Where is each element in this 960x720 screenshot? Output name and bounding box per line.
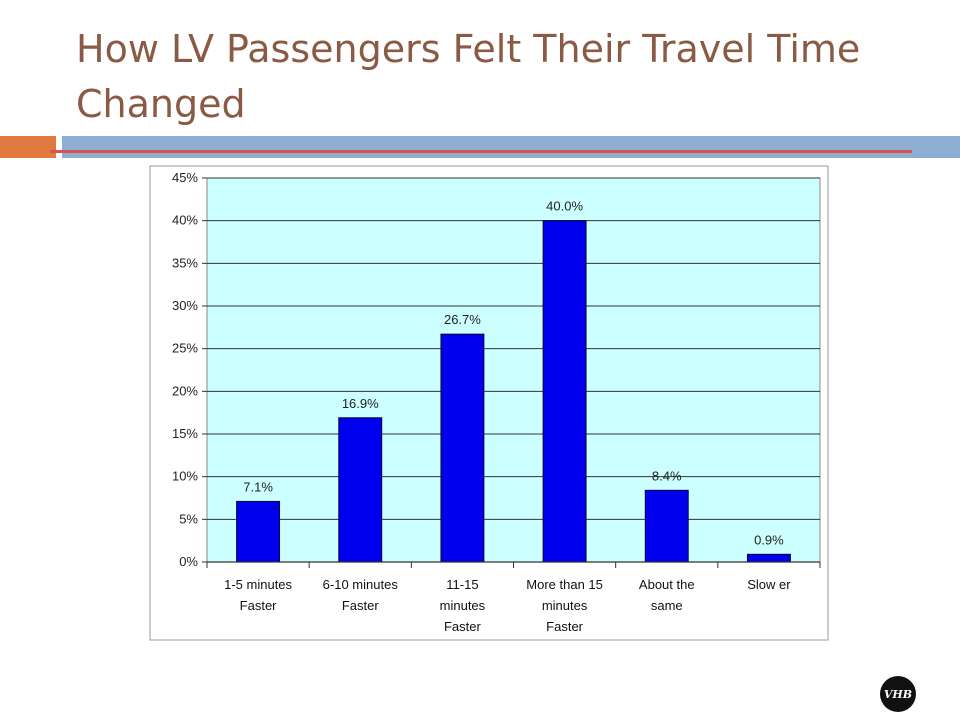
y-tick-label: 10% bbox=[172, 469, 198, 484]
red-divider-line bbox=[50, 150, 912, 153]
category-label-line: same bbox=[651, 598, 683, 613]
orange-accent-block bbox=[0, 136, 56, 158]
data-label: 16.9% bbox=[342, 396, 379, 411]
bar bbox=[440, 333, 485, 563]
category-label-line: Faster bbox=[240, 598, 278, 613]
data-label: 0.9% bbox=[754, 532, 784, 547]
bar bbox=[236, 500, 281, 563]
y-tick-label: 40% bbox=[172, 213, 198, 228]
bar bbox=[644, 489, 689, 563]
category-label-line: Slow er bbox=[747, 577, 791, 592]
category-label: 1-5 minutes Faster bbox=[224, 577, 292, 613]
data-label: 26.7% bbox=[444, 312, 481, 327]
category-label-line: Faster bbox=[546, 619, 584, 634]
y-tick-label: 25% bbox=[172, 341, 198, 356]
y-tick-label: 15% bbox=[172, 426, 198, 441]
y-tick-label: 35% bbox=[172, 255, 198, 270]
data-label: 8.4% bbox=[652, 468, 682, 483]
data-labels: 7.1% 16.9% 26.7% 40.0% 8.4% 0.9% bbox=[243, 199, 784, 548]
data-label: 7.1% bbox=[243, 479, 273, 494]
bars bbox=[236, 220, 791, 563]
y-tick-label: 5% bbox=[179, 511, 198, 526]
category-label: 6-10 minutes Faster bbox=[323, 577, 399, 613]
category-label: About the same bbox=[639, 577, 695, 613]
category-label-line: 11-15 bbox=[446, 577, 478, 592]
category-label-line: minutes bbox=[440, 598, 486, 613]
data-label: 40.0% bbox=[546, 199, 583, 214]
category-label-line: Faster bbox=[342, 598, 380, 613]
bar bbox=[542, 220, 587, 563]
y-tick-label: 0% bbox=[179, 554, 198, 569]
bar bbox=[746, 553, 791, 563]
category-label-line: About the bbox=[639, 577, 695, 592]
category-label-line: Faster bbox=[444, 619, 482, 634]
bar bbox=[338, 417, 383, 563]
category-label-line: 6-10 minutes bbox=[323, 577, 399, 592]
vhb-logo: VHB bbox=[880, 676, 916, 712]
y-tick-label: 45% bbox=[172, 170, 198, 185]
category-label-line: minutes bbox=[542, 598, 588, 613]
category-label-line: More than 15 bbox=[526, 577, 603, 592]
plot-area bbox=[206, 177, 821, 563]
category-label: More than 15 minutes Faster bbox=[526, 577, 603, 634]
category-label: 11-15 minutes Faster bbox=[440, 577, 486, 634]
category-label-line: 1-5 minutes bbox=[224, 577, 292, 592]
slide-title: How LV Passengers Felt Their Travel Time… bbox=[76, 27, 861, 126]
category-label: Slow er bbox=[747, 577, 791, 592]
y-tick-label: 30% bbox=[172, 298, 198, 313]
y-tick-label: 20% bbox=[172, 383, 198, 398]
y-axis-ticks: 0% 5% 10% 15% 20% 25% 30% 35% 40% 45% bbox=[172, 170, 207, 569]
